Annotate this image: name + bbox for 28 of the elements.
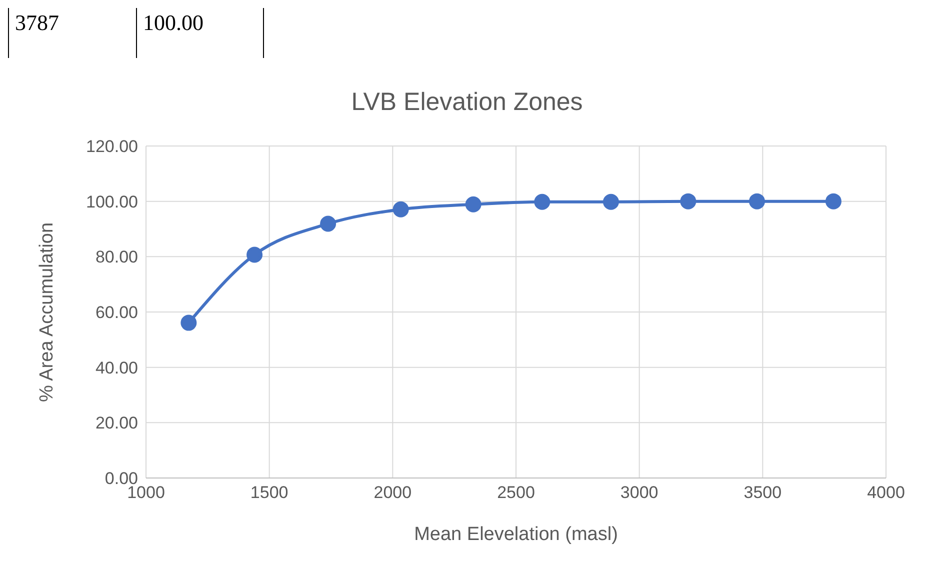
x-tick-label: 4000: [867, 483, 905, 502]
x-tick-label: 1500: [250, 483, 288, 502]
y-tick-label: 60.00: [95, 303, 138, 322]
point: [246, 246, 263, 263]
x-tick-label: 1000: [127, 483, 165, 502]
point: [825, 193, 842, 210]
x-axis-title: Mean Elevelation (masl): [414, 524, 618, 545]
point: [180, 314, 197, 331]
y-tick-label: 120.00: [86, 137, 138, 156]
point: [392, 201, 409, 218]
y-axis-title: % Area Accumulation: [36, 222, 58, 402]
text: 100.00: [136, 8, 264, 58]
text: 3787: [8, 8, 136, 58]
point: [680, 193, 696, 210]
x-tick-label: 2000: [374, 483, 412, 502]
chart-title: LVB Elevation Zones: [350, 88, 584, 118]
point: [534, 194, 550, 210]
point: [748, 193, 765, 210]
point: [465, 196, 482, 212]
y-tick-label: 100.00: [86, 192, 138, 212]
x-tick-label: 2500: [497, 483, 535, 502]
point: [320, 216, 336, 232]
y-tick-label: 40.00: [95, 358, 138, 378]
y-tick-label: 20.00: [95, 414, 138, 433]
x-tick-label: 3000: [620, 483, 658, 502]
y-tick-label: 80.00: [95, 248, 138, 267]
x-tick-label: 3500: [744, 483, 782, 502]
point: [602, 194, 619, 210]
